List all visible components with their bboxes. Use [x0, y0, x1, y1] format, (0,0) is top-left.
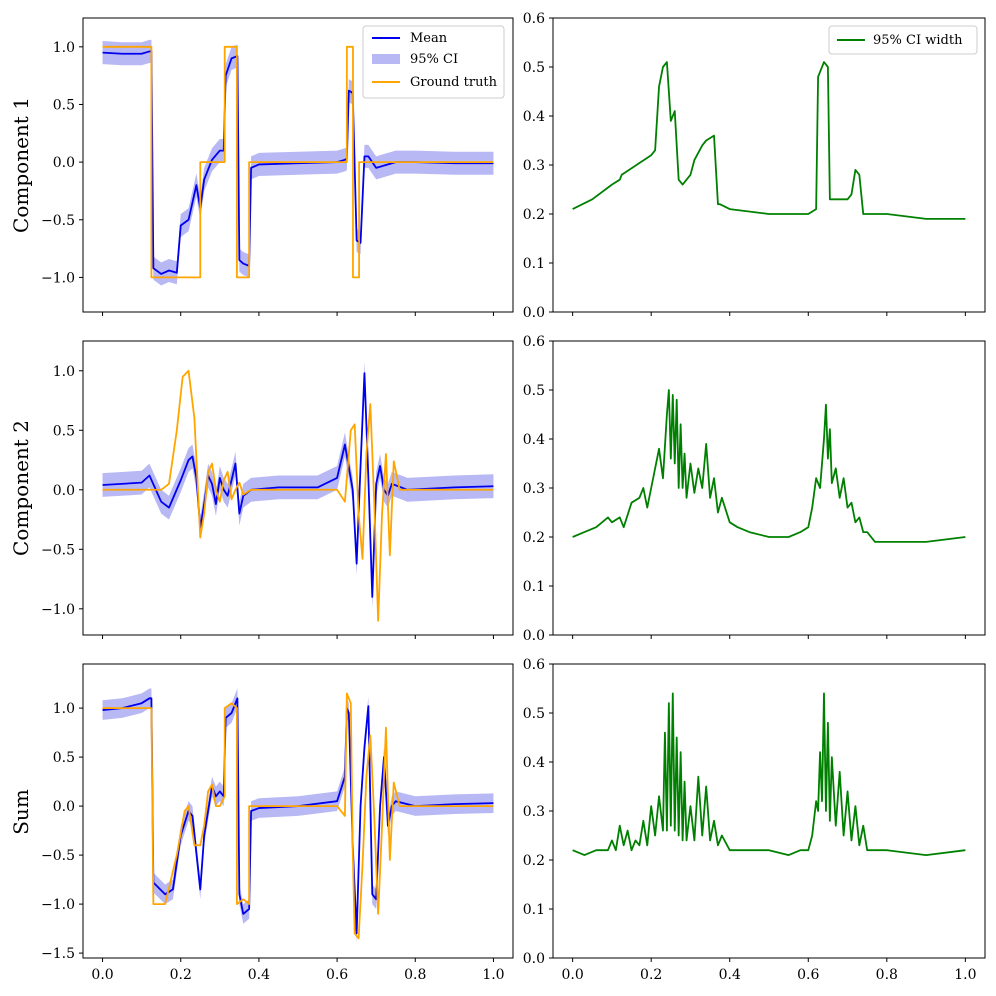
row-1: Component 1 1.00.50.0−0.5−1.0 0.60.50.40…: [9, 11, 986, 321]
ground-truth-line: [102, 369, 494, 622]
axes-frame: [82, 663, 514, 959]
y-tick-label: 0.2: [523, 207, 545, 223]
y-tick-label: −0.5: [41, 848, 75, 864]
mean-line: [102, 697, 494, 935]
x-tick-label: 1.0: [954, 967, 976, 983]
y-tick-label: 0.5: [523, 60, 545, 76]
axes-frame: [552, 340, 986, 636]
x-tick-label: 0.2: [640, 967, 662, 983]
legend-width-label: 95% CI width: [873, 33, 963, 48]
y-tick-label: 0.3: [523, 804, 545, 820]
y-tick-label: 1.0: [53, 40, 75, 56]
ground-truth-line: [102, 692, 494, 940]
ci-width-line: [572, 692, 966, 856]
row-label-component-1: Component 1: [9, 97, 33, 233]
y-tick-label: 0.1: [523, 256, 545, 272]
legend-mean-label: Mean: [410, 31, 448, 46]
x-tick-label: 0.6: [797, 967, 819, 983]
row-label-component-2: Component 2: [9, 420, 33, 556]
plot-area-sum-values: [102, 688, 494, 944]
y-tick-label: −1.0: [41, 897, 75, 913]
ci-band: [102, 361, 494, 609]
y-tick-label: 0.0: [523, 628, 545, 644]
plot-area-component-1-values: [102, 39, 494, 286]
y-tick-label: 1.0: [53, 364, 75, 380]
y-tick-label: 0.1: [523, 902, 545, 918]
axes-frame: [82, 17, 514, 313]
legend-left-frame: [362, 25, 505, 99]
panel-sum-ci-width: 0.6 0.5 0.4 0.3 0.2 0.1 0.0 0.0 0.2 0.4 0.6 0.8 1.0: [523, 657, 986, 983]
y-tick-label: 0.4: [523, 755, 545, 771]
x-tick-label: 0.8: [404, 967, 426, 983]
panel-component-1-ci-width: 0.6 0.5 0.4 0.3 0.2 0.1 0.0: [523, 11, 986, 321]
y-tick-label: 0.3: [523, 481, 545, 497]
y-tick-label: −0.5: [41, 542, 75, 558]
axes-frame: [552, 17, 986, 313]
y-tick-label: 0.1: [523, 579, 545, 595]
ci-band: [102, 688, 494, 944]
plot-area-component-2-values: [102, 361, 494, 622]
legend-truth-label: Ground truth: [410, 75, 498, 90]
x-tick-label: 0.0: [562, 967, 584, 983]
plot-area-component-1-ci-width: [572, 61, 966, 220]
plot-area-component-2-ci-width: [572, 389, 966, 543]
x-tick-label: 0.8: [876, 967, 898, 983]
x-tick-label: 0.4: [248, 967, 270, 983]
row-label-sum: Sum: [9, 789, 33, 835]
row-3: Sum 1.0 0.5 0.0 −0.5 −1.0 −1.5 0.0 0.2 0.4 0.6 0.8…: [9, 657, 986, 983]
ci-width-line: [572, 61, 966, 220]
y-tick-label: −1.0: [41, 270, 75, 286]
ci-width-line: [572, 389, 966, 543]
y-tick-label: 0.2: [523, 853, 545, 869]
legend-ci-label: 95% CI: [410, 52, 458, 67]
y-tick-label: 0.6: [523, 11, 545, 27]
y-tick-label: 0.5: [53, 423, 75, 439]
axes-frame: [552, 663, 986, 959]
y-tick-label: 0.6: [523, 334, 545, 350]
y-tick-label: 0.0: [53, 799, 75, 815]
panel-component-1-values: 1.0 0.5 0.0 −0.5 −1.0: [41, 17, 514, 316]
panel-sum-values: 1.0 0.5 0.0 −0.5 −1.0 −1.5 0.0 0.2 0.4 0.6 0.8 1.0: [41, 663, 514, 983]
y-tick-label: 0.5: [53, 97, 75, 113]
y-tick-label: 0.0: [53, 483, 75, 499]
y-tick-label: 0.0: [523, 305, 545, 321]
row-2: Component 2 1.00.50.0−0.5−1.0 0.60.50.40…: [9, 334, 986, 644]
x-tick-label: 0.6: [326, 967, 348, 983]
y-tick-label: −1.0: [41, 602, 75, 618]
legend-right: 95% CI width: [828, 25, 978, 55]
mean-line: [102, 50, 494, 275]
y-tick-label: −1.5: [41, 946, 75, 962]
mean-line: [102, 372, 494, 598]
legend-ci-swatch: [372, 54, 400, 64]
ground-truth-line: [102, 45, 494, 279]
axes-frame: [82, 340, 514, 636]
y-tick-label: 0.2: [523, 530, 545, 546]
y-tick-label: 0.0: [53, 155, 75, 171]
panel-component-2-ci-width: 0.6 0.5 0.4 0.3 0.2 0.1 0.0: [523, 334, 986, 644]
panel-component-2-values: 1.0 0.5 0.0 −0.5 −1.0: [41, 340, 514, 639]
y-tick-label: 0.6: [523, 657, 545, 673]
x-tick-label: 0.0: [91, 967, 113, 983]
legend-left: Mean 95% CI Ground truth: [362, 25, 505, 99]
y-tick-label: 0.0: [523, 951, 545, 967]
y-tick-label: 0.5: [523, 706, 545, 722]
x-tick-label: 0.4: [719, 967, 741, 983]
plot-area-sum-ci-width: [572, 692, 966, 856]
x-tick-label: 1.0: [482, 967, 504, 983]
y-tick-label: 0.3: [523, 158, 545, 174]
x-tick-label: 0.2: [170, 967, 192, 983]
y-tick-label: 0.5: [53, 750, 75, 766]
y-tick-label: 1.0: [53, 701, 75, 717]
y-tick-label: −0.5: [41, 213, 75, 229]
y-tick-label: 0.4: [523, 432, 545, 448]
legend-right-frame: [828, 25, 978, 55]
y-tick-label: 0.5: [523, 383, 545, 399]
y-tick-label: 0.4: [523, 109, 545, 125]
